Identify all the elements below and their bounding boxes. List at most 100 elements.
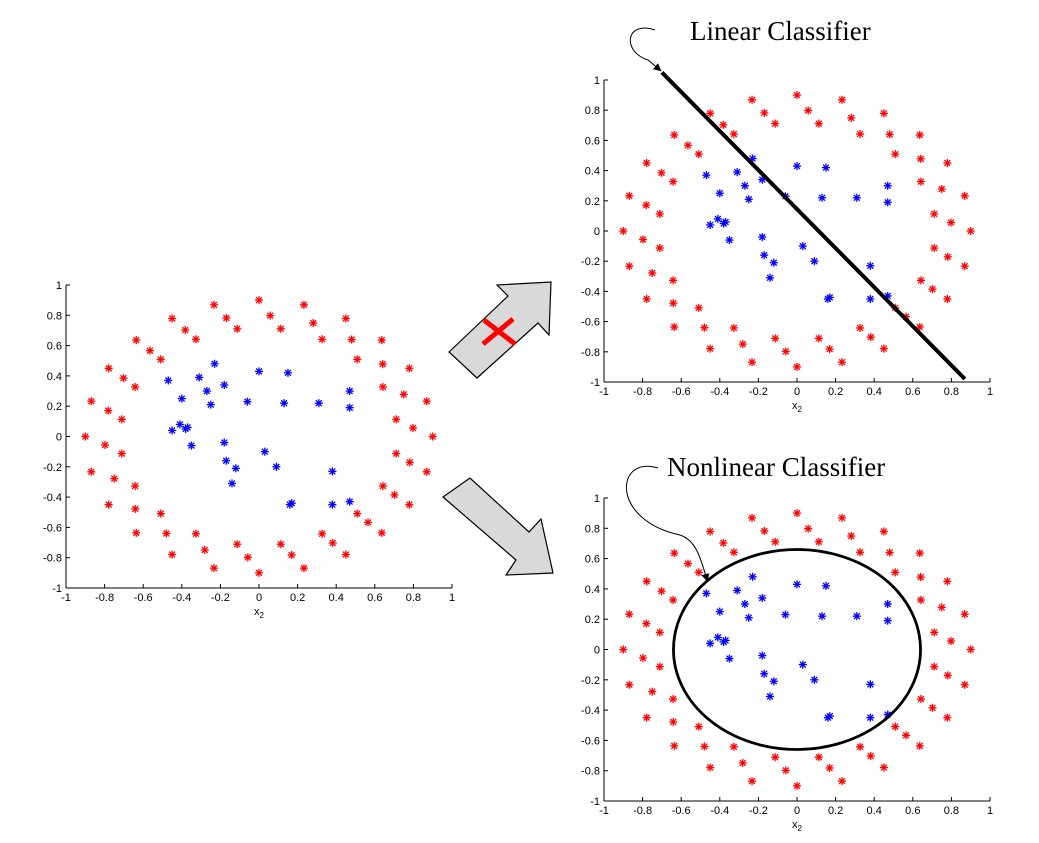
outer-class-point (706, 109, 715, 118)
outer-class-point (804, 106, 813, 115)
outer-class-point (719, 538, 728, 548)
inner-class-point (792, 162, 802, 171)
outer-class-point (209, 564, 219, 573)
outer-class-point (943, 294, 952, 304)
outer-class-point (131, 382, 140, 392)
y-tick-label: -0.2 (581, 256, 600, 268)
outer-class-point (254, 568, 264, 577)
inner-class-point (798, 242, 807, 251)
x-tick-label: -0.2 (749, 805, 768, 817)
inner-class-point (825, 293, 834, 302)
x-tick-label: -0.4 (710, 386, 729, 398)
outer-class-point (771, 119, 780, 128)
outer-class-point (670, 130, 679, 140)
rejected-cross-icon (481, 317, 517, 346)
outer-class-point (729, 742, 738, 751)
outer-class-point (100, 440, 110, 450)
outer-class-point (422, 397, 431, 406)
nonlinear-title-pointer-arrow (626, 465, 710, 582)
outer-class-point (916, 595, 925, 605)
outer-class-point (928, 285, 937, 294)
outer-class-point (916, 573, 925, 582)
inner-class-point (715, 607, 724, 616)
x-axis-label: x2 (254, 606, 265, 620)
outer-class-point (347, 335, 356, 344)
outer-class-point (119, 374, 128, 383)
outer-class-point (706, 763, 715, 772)
y-tick-label: 0 (56, 432, 62, 444)
outer-class-point (683, 141, 693, 150)
outer-class-point (879, 109, 888, 118)
outer-class-point (866, 333, 875, 342)
inner-class-point (260, 447, 269, 456)
outer-class-point (670, 549, 679, 558)
x-tick-label: -0.6 (672, 805, 691, 817)
outer-class-point (930, 662, 939, 671)
outer-class-point (110, 474, 119, 483)
outer-class-point (145, 346, 155, 355)
inner-class-point (781, 610, 790, 619)
inner-class-point (702, 171, 711, 180)
outer-class-point (625, 191, 634, 200)
outer-class-point (299, 300, 309, 309)
outer-class-point (760, 108, 769, 117)
y-tick-label: 0.6 (47, 341, 62, 353)
outer-class-point (642, 713, 651, 722)
inner-class-point (866, 261, 875, 270)
outer-class-point (825, 763, 834, 773)
outer-class-point (847, 531, 856, 541)
outer-class-point (700, 323, 709, 332)
outer-class-point (706, 527, 715, 536)
inner-class-point (744, 613, 753, 622)
outer-class-point (378, 382, 387, 392)
outer-class-point (669, 177, 678, 186)
outer-class-point (392, 415, 401, 424)
inner-class-point (883, 198, 892, 207)
outer-class-point (937, 603, 946, 612)
outer-class-point (814, 334, 823, 343)
x-tick-label: -1 (61, 592, 71, 604)
outer-class-point (694, 568, 703, 577)
outer-class-point (747, 777, 757, 786)
inner-class-point (798, 660, 807, 669)
outer-class-point (619, 226, 628, 236)
outer-class-point (181, 325, 190, 335)
y-tick-label: 0.8 (47, 310, 62, 322)
outer-class-point (104, 500, 113, 509)
outer-class-point (619, 645, 628, 654)
inner-class-point (721, 636, 730, 645)
outer-class-point (966, 226, 975, 236)
outer-class-point (299, 564, 309, 573)
inner-class-point (314, 399, 323, 408)
outer-class-point (648, 268, 657, 278)
outer-class-point (891, 722, 900, 731)
outer-class-point (318, 335, 327, 344)
x-tick-label: 0.8 (944, 805, 959, 817)
outer-class-point (781, 766, 790, 775)
x-tick-label: 0.4 (867, 386, 882, 398)
y-tick-label: 0.2 (585, 614, 600, 626)
x-axis-label: x2 (792, 400, 803, 414)
outer-class-point (760, 526, 769, 536)
outer-class-point (200, 545, 209, 555)
inner-class-point (287, 499, 296, 508)
inner-class-point (810, 257, 819, 266)
linear-classifier-plot: -1 -0.8 -0.6 -0.4 -0.2 0 0.2 0.4 0.6 0.8 1 -1 -0.8 -0… (581, 71, 993, 414)
outer-class-point (738, 758, 747, 768)
inner-class-point (748, 572, 757, 581)
x-tick-label: -0.6 (672, 386, 691, 398)
outer-class-point (276, 324, 285, 333)
x-tick-label: 0.8 (944, 386, 959, 398)
outer-class-point (132, 336, 141, 345)
y-tick-label: 0.4 (585, 166, 600, 178)
outer-class-point (792, 781, 802, 790)
inner-class-point (760, 669, 769, 678)
outer-class-point (771, 753, 780, 762)
x-tick-label: 1 (987, 386, 993, 398)
outer-class-point (866, 751, 875, 761)
inner-class-point (195, 373, 204, 382)
inner-class-point (328, 500, 337, 509)
x-tick-label: -0.2 (749, 386, 768, 398)
inner-class-point (758, 651, 767, 660)
outer-class-point (966, 645, 975, 654)
